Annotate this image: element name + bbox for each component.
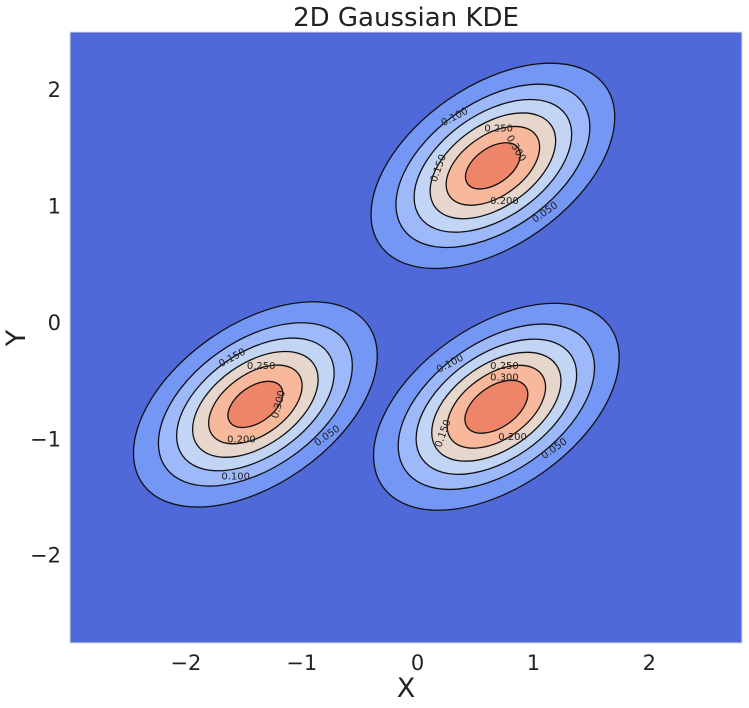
y-tick-label: 0 bbox=[48, 311, 61, 335]
chart-title: 2D Gaussian KDE bbox=[293, 3, 519, 33]
contour-label-7: 0.250 bbox=[247, 361, 276, 372]
x-axis-label: X bbox=[397, 673, 416, 704]
contour-label-11: 0.100 bbox=[221, 472, 250, 483]
contour-band-0.300 bbox=[464, 379, 529, 434]
x-tick-label: 0 bbox=[411, 651, 424, 675]
x-tick-label: −2 bbox=[170, 651, 201, 675]
x-tick-label: 2 bbox=[643, 651, 656, 675]
x-axis-ticks: −2 −1 0 1 2 bbox=[170, 651, 656, 675]
contour-label-16: 0.200 bbox=[498, 432, 527, 443]
y-tick-label: 2 bbox=[48, 78, 61, 102]
plot-background bbox=[70, 32, 742, 643]
x-tick-label: −1 bbox=[286, 651, 317, 675]
kde-peak-2 bbox=[132, 301, 378, 508]
contour-band-0.300 bbox=[227, 380, 284, 429]
y-axis-ticks: −2 −1 0 1 2 bbox=[30, 78, 61, 568]
plot-frame bbox=[69, 31, 743, 644]
x-tick-label: 1 bbox=[527, 651, 540, 675]
contour-band-0.300 bbox=[464, 142, 521, 190]
y-axis-label: Y bbox=[1, 329, 32, 347]
contour-label-14: 0.300 bbox=[490, 373, 519, 384]
contour-layer bbox=[132, 62, 620, 511]
y-tick-label: −2 bbox=[30, 544, 61, 568]
contour-label-13: 0.250 bbox=[490, 361, 519, 372]
y-tick-label: 1 bbox=[48, 195, 61, 219]
contour-label-9: 0.200 bbox=[227, 434, 256, 445]
kde-peak-3 bbox=[372, 302, 620, 511]
kde-peak-1 bbox=[370, 62, 616, 270]
contour-label-4: 0.200 bbox=[490, 196, 519, 207]
y-tick-label: −1 bbox=[30, 427, 61, 451]
contour-label-1: 0.250 bbox=[484, 124, 513, 135]
